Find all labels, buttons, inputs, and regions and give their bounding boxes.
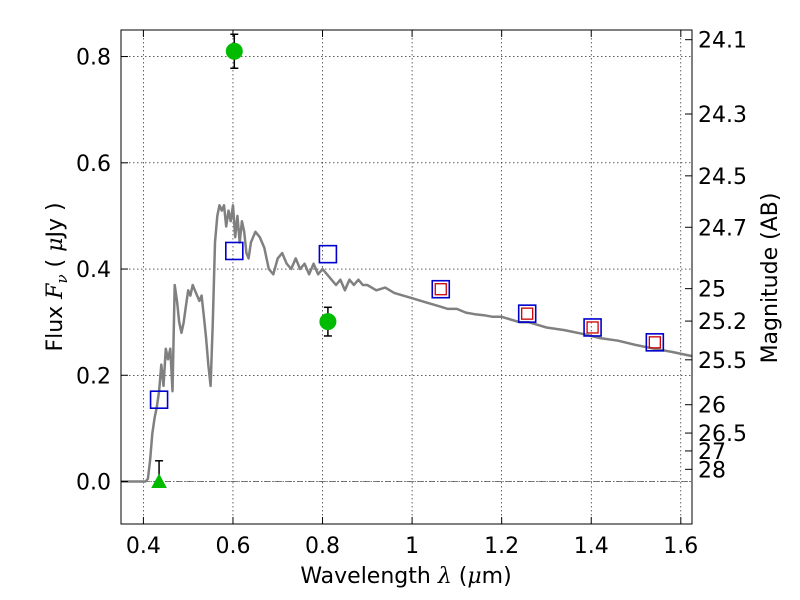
- observed-flux-red-square: [648, 336, 661, 349]
- y-axis-label-text: Flux: [43, 299, 68, 352]
- sed-model-line: [121, 204, 693, 483]
- model-flux-square: [645, 333, 665, 352]
- model-flux-square: [225, 241, 244, 261]
- y-tick-label: 0.4: [76, 258, 111, 283]
- y-axis-label-open: (: [43, 252, 68, 275]
- x-axis-label-text: Wavelength: [300, 564, 438, 589]
- grid-lines: [121, 30, 692, 524]
- x-axis-label-open: (: [452, 564, 468, 589]
- magnitude-tick-label: 25.5: [698, 349, 747, 374]
- observed-flux-red-square: [521, 307, 534, 320]
- observed-flux-red-square: [434, 283, 447, 296]
- y-axis-label-F: F: [43, 283, 68, 300]
- magnitude-tick-label: 26: [698, 394, 726, 419]
- y-axis-label-mu: μ: [43, 238, 68, 252]
- model-flux-square: [318, 244, 338, 264]
- y-tick-label: 0.0: [76, 471, 111, 496]
- x-tick-label: 0.6: [215, 534, 250, 559]
- y-axis-label-unit: Jy ): [43, 202, 68, 239]
- model-flux-square: [517, 304, 537, 323]
- magnitude-tick-label: 24.1: [698, 29, 747, 54]
- x-axis-label-mu: μ: [467, 564, 481, 589]
- x-tick-label: 1.6: [663, 534, 698, 559]
- model-flux-square: [149, 390, 169, 410]
- upper-limit-triangle: [151, 473, 167, 489]
- observed-flux-green-circle: [319, 313, 337, 331]
- x-axis-label: Wavelength λ (μm): [300, 564, 511, 589]
- magnitude-tick-label: 25.2: [698, 310, 747, 335]
- y-axis-ticks: 0.0 0.2 0.4 0.6 0.8: [76, 46, 128, 496]
- model-flux-square: [431, 279, 451, 299]
- magnitude-tick-label: 27: [698, 440, 726, 465]
- observed-flux-red-square: [586, 321, 599, 334]
- y-axis-label-nu: ν: [53, 274, 71, 283]
- magnitude-tick-label: 26.5: [698, 422, 747, 447]
- y-tick-label: 0.2: [76, 364, 111, 389]
- magnitude-tick-label: 25: [698, 278, 726, 303]
- x-tick-label: 0.4: [126, 534, 161, 559]
- x-axis-label-lambda: λ: [437, 564, 452, 589]
- observed-flux-green-circle: [225, 42, 243, 60]
- model-flux-square: [583, 318, 602, 337]
- data-layer: [121, 33, 693, 489]
- x-tick-label: 0.8: [305, 534, 340, 559]
- y-tick-label: 0.8: [76, 46, 111, 71]
- magnitude-axis-label: Magnitude (AB): [758, 193, 783, 364]
- x-tick-label: 1.2: [484, 534, 519, 559]
- y-tick-label: 0.6: [76, 152, 111, 177]
- x-tick-label: 1: [405, 534, 419, 559]
- magnitude-tick-label: 24.5: [698, 165, 747, 190]
- magnitude-tick-label: 24.3: [698, 103, 747, 128]
- magnitude-tick-label: 28: [698, 458, 726, 483]
- y-axis-label: Flux Fν ( μJy ): [43, 202, 71, 351]
- x-tick-label: 1.4: [574, 534, 609, 559]
- x-axis-label-unit: m): [482, 564, 512, 589]
- plot-frame: [120, 29, 693, 525]
- x-axis-ticks: 0.4 0.6 0.8 1 1.2 1.4 1.6: [126, 30, 698, 559]
- magnitude-tick-label: 24.7: [698, 216, 747, 241]
